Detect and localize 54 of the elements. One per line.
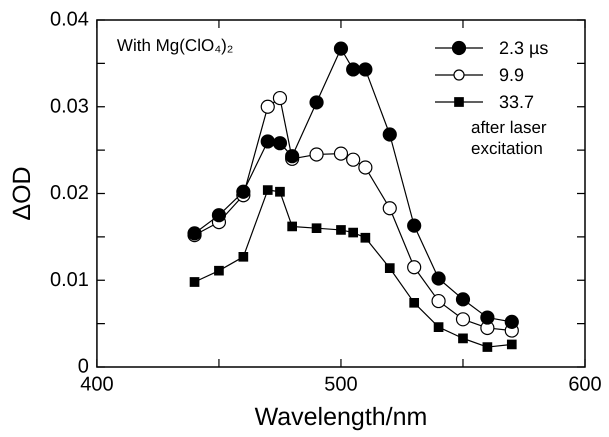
point [360,232,370,243]
legend-label: 33.7 [499,92,534,112]
legend-label: 9.9 [499,64,524,85]
point [272,90,288,106]
point [456,312,470,326]
point [409,298,420,308]
point [346,152,360,167]
point [285,149,300,164]
y-tick-label: 0.02 [50,182,89,204]
point [384,263,395,273]
point [238,252,248,262]
point [431,294,446,308]
point [504,314,519,329]
annotation: after laser excitation [471,118,547,158]
y-tick-label: 0.03 [50,95,89,118]
point [309,147,324,162]
point [506,340,517,350]
point [434,322,444,332]
point [236,184,250,199]
point [190,277,200,287]
point [260,100,275,114]
point [336,225,346,235]
point [287,222,297,232]
point [358,160,372,175]
point [214,266,224,276]
point [334,42,348,56]
point [456,292,470,306]
point [260,134,275,149]
point [262,185,273,195]
x-tick-label: 500 [324,374,358,396]
point [482,342,492,352]
point [348,228,358,238]
point [407,218,422,233]
point [334,146,348,161]
point [431,271,446,286]
y-axis-title: ΔOD [8,166,36,221]
point [212,208,226,222]
point [458,334,468,344]
point [407,260,422,274]
point [382,201,397,216]
point [312,223,322,234]
point [382,127,397,142]
annotation: With Mg(ClO₄)₂ [116,36,234,56]
x-tick-label: 600 [568,374,602,396]
point [358,62,372,77]
point [346,62,360,77]
y-tick-label: 0.04 [50,8,89,31]
legend-label: 2.3 µs [499,38,548,58]
point [272,136,288,150]
y-tick-label: 0.01 [50,268,89,291]
point [480,310,494,325]
x-axis-title: Wavelength/nm [254,402,428,431]
point [309,95,324,110]
point [275,186,285,197]
